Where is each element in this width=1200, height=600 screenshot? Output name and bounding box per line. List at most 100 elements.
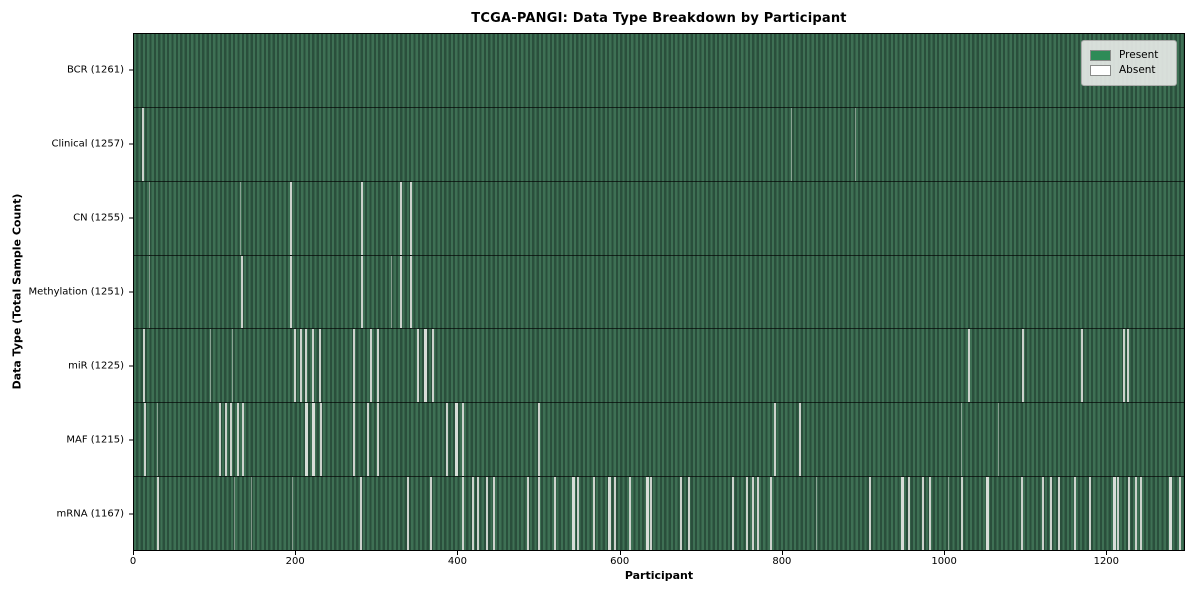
absent-line [472,477,475,551]
absent-line [746,477,749,551]
absent-line [299,329,302,403]
rows-container [134,34,1184,551]
absent-line [799,403,802,477]
y-tick-mark [129,513,133,515]
absent-line [454,403,458,477]
absent-line [461,477,464,551]
absent-line [614,477,617,551]
absent-line [142,107,145,181]
x-tick-label: 1000 [931,556,957,567]
x-tick-label: 400 [447,556,467,567]
absent-line [537,477,540,551]
absent-line [353,403,356,477]
absent-line [148,255,150,329]
absent-line [751,477,754,551]
x-tick-label: 0 [129,556,137,567]
absent-line [986,477,990,551]
absent-line [790,107,792,181]
plot-area: Present Absent [133,33,1185,551]
absent-line [650,477,653,551]
x-tick-label: 600 [610,556,630,567]
absent-line [304,403,308,477]
absent-line [774,403,777,477]
absent-line [406,477,409,551]
absent-line [353,329,356,403]
absent-line [1127,329,1130,403]
absent-line [430,477,433,551]
absent-line [361,255,364,329]
absent-line [251,477,253,551]
absent-line [157,403,159,477]
absent-line [593,477,596,551]
absent-line [816,477,818,551]
absent-line [390,255,392,329]
absent-line [290,255,293,329]
absent-line [142,329,145,403]
absent-line [1134,477,1137,551]
y-tick-label: mRNA (1167) [56,508,124,520]
absent-line [1021,477,1024,551]
absent-line [537,403,540,477]
x-tick-mark [619,551,621,555]
absent-line [291,477,293,551]
y-tick-label: Clinical (1257) [51,138,125,150]
absent-line [233,477,235,551]
absent-line [400,255,403,329]
x-tick-mark [1106,551,1108,555]
absent-line [1112,477,1116,551]
absent-line [1179,477,1182,551]
absent-line [1089,477,1092,551]
data-row-methylation [134,255,1184,330]
x-tick-mark [457,551,459,555]
legend-item-absent: Absent [1090,64,1168,77]
absent-line [1049,477,1052,551]
y-tick-mark [129,439,133,441]
present-swatch [1090,50,1111,61]
absent-line [1081,329,1084,403]
data-row-maf [134,403,1184,478]
x-tick-mark [133,551,134,555]
x-tick-labels: 0 200 400 600 800 1000 1200 [0,551,1200,571]
absent-line [1022,329,1025,403]
absent-line [240,255,243,329]
absent-line [376,403,379,477]
absent-line [1042,477,1045,551]
absent-line [461,403,464,477]
absent-line [900,477,904,551]
x-axis-label: Participant [624,569,694,582]
absent-line [210,329,212,403]
absent-line [224,403,227,477]
data-row-mir [134,329,1184,404]
absent-line [290,181,293,255]
absent-line [629,477,632,551]
legend-present-label: Present [1119,49,1159,61]
absent-line [756,477,759,551]
x-tick-label: 1200 [1093,556,1120,567]
data-row-mrna [134,477,1184,551]
absent-line [236,403,239,477]
legend-absent-label: Absent [1119,64,1156,76]
y-tick-mark [129,291,133,293]
absent-line [997,403,999,477]
absent-line [961,403,963,477]
absent-line [229,403,232,477]
x-tick-mark [944,551,946,555]
chart-title: TCGA-PANGI: Data Type Breakdown by Parti… [471,11,847,26]
absent-line [960,477,963,551]
absent-line [367,403,370,477]
data-row-bcr [134,34,1184,108]
y-tick-mark [129,365,133,367]
absent-swatch [1090,65,1111,76]
absent-line [1073,477,1076,551]
absent-line [359,477,362,551]
absent-line [219,403,221,477]
y-tick-label: Methylation (1251) [28,286,124,298]
absent-line [486,477,489,551]
absent-line [318,329,321,403]
absent-line [1128,477,1131,551]
absent-line [400,181,403,255]
y-tick-label: BCR (1261) [66,64,124,76]
absent-line [312,403,316,477]
legend: Present Absent [1081,40,1177,86]
